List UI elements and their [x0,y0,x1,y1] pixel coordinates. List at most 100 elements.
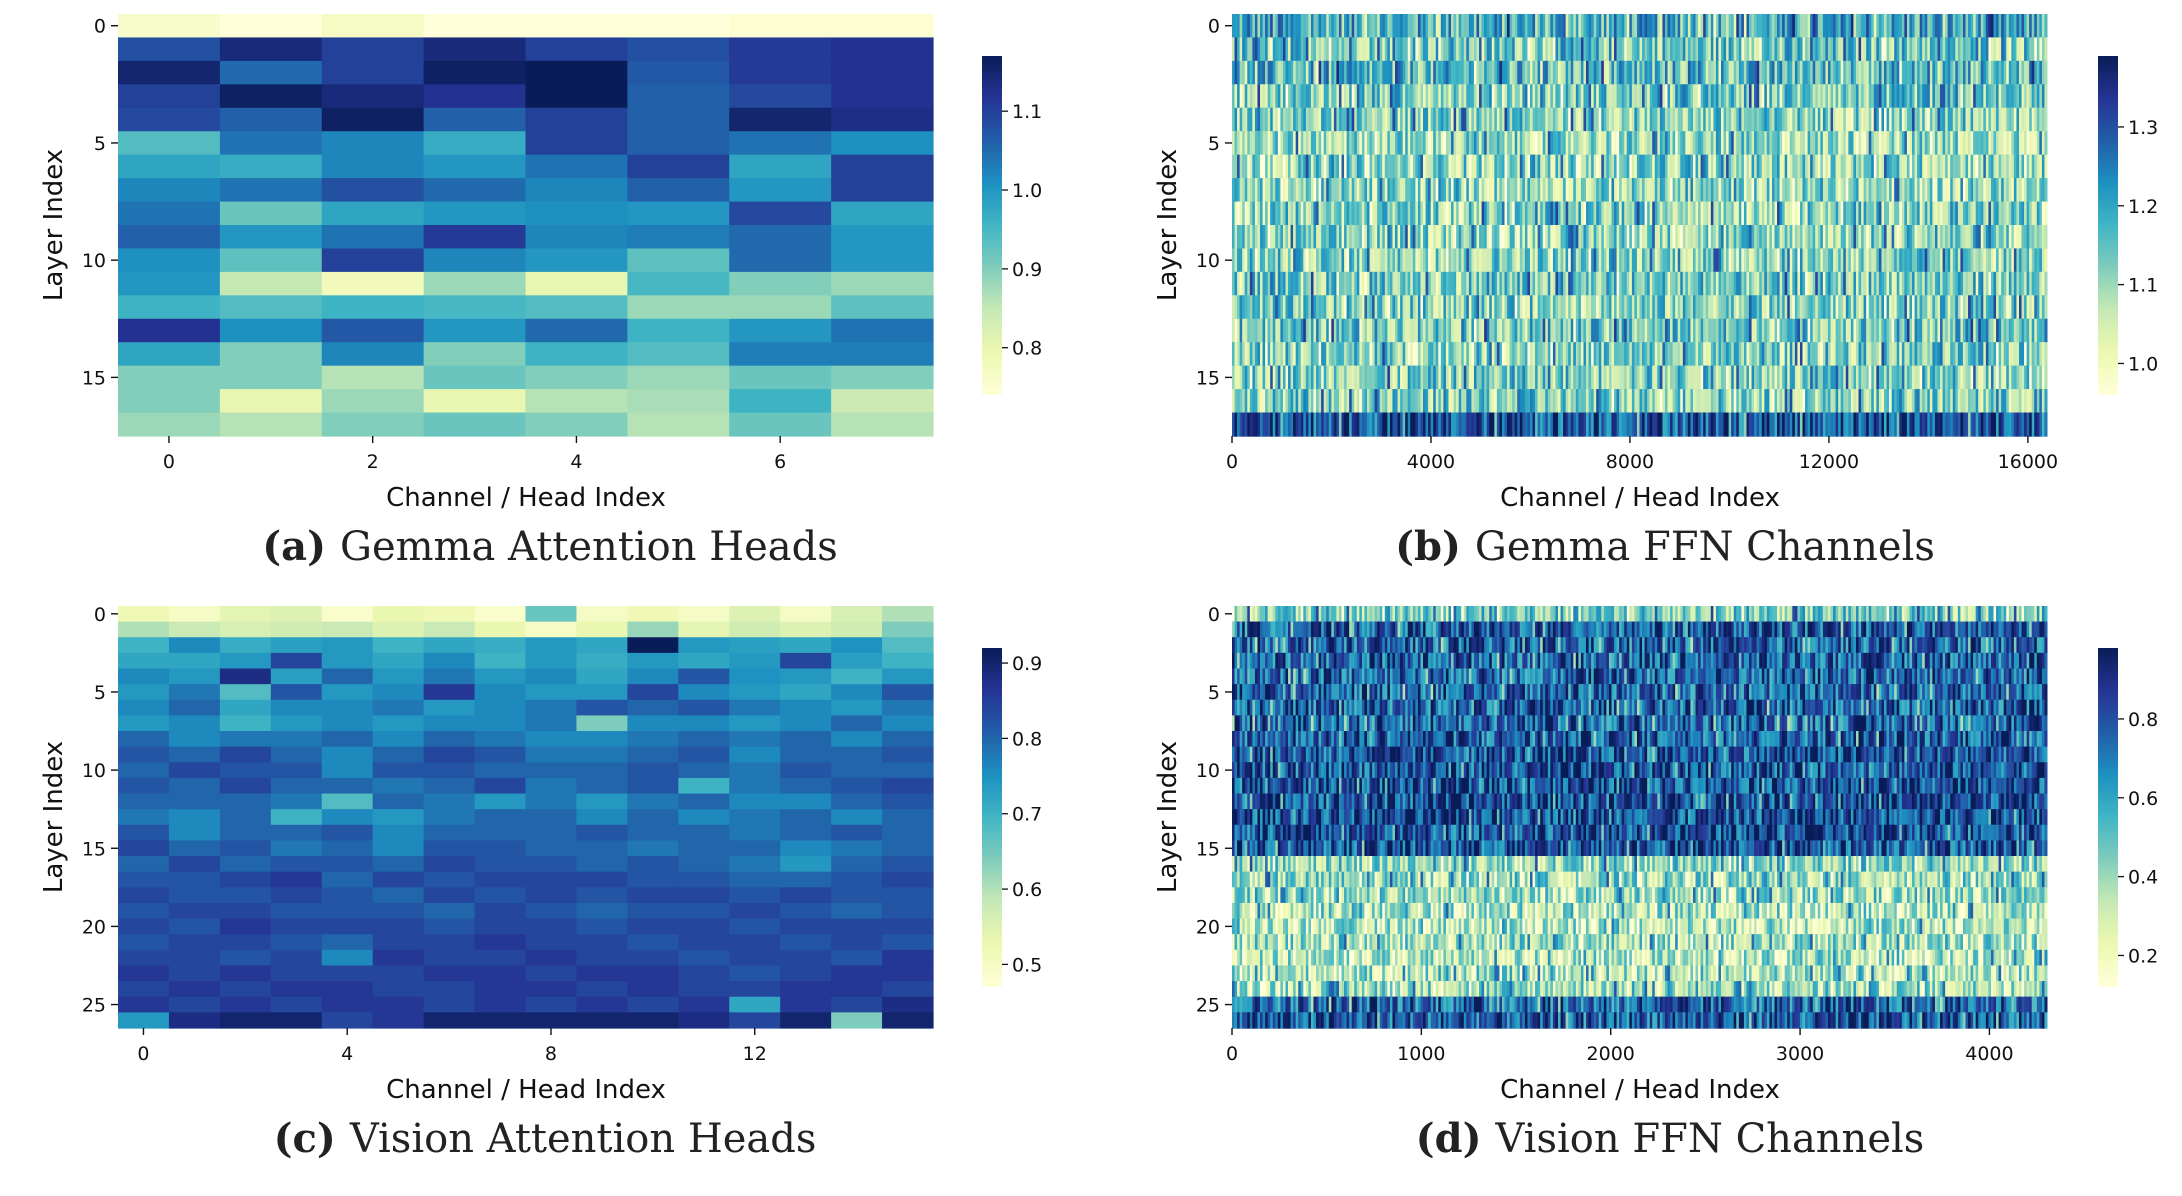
heatmap-stripe [1687,131,1691,156]
heatmap-stripe [1397,225,1401,250]
heatmap-stripe [1850,60,1854,85]
heatmap-stripe [1537,14,1541,39]
heatmap-stripe [1713,14,1717,39]
heatmap-stripe [1578,225,1582,250]
heatmap-stripe [1234,201,1238,226]
heatmap-stripe [1451,84,1455,109]
heatmap-stripe [1807,201,1811,226]
heatmap-stripe [1323,295,1327,320]
heatmap-stripe [1341,131,1345,156]
heatmap-stripe [1937,131,1941,156]
heatmap-stripe [1603,248,1607,273]
heatmap-stripe [1990,131,1995,156]
heatmap-stripe [1914,271,1918,296]
heatmap-stripe [1321,37,1325,62]
heatmap-stripe [1425,225,1429,250]
heatmap-stripe [2029,107,2033,132]
heatmap-stripe [1863,107,1867,132]
heatmap-stripe [2008,342,2012,367]
heatmap-stripe [1988,295,1992,320]
heatmap-stripe [1858,84,1862,109]
heatmap-stripe [1644,84,1648,109]
heatmap-stripe [1471,84,1475,109]
heatmap-stripe [1756,60,1760,85]
heatmap-stripe [1621,342,1625,367]
heatmap-stripe [1282,271,1286,296]
heatmap-stripe [1563,107,1567,132]
heatmap-stripe [1975,154,1979,179]
heatmap-stripe [1710,225,1714,250]
heatmap-stripe [1909,342,1913,367]
heatmap-stripe [1338,131,1343,156]
heatmap-stripe [1540,154,1544,179]
heatmap-stripe [1909,14,1913,39]
heatmap-stripe [1924,342,1928,367]
heatmap-stripe [1265,342,1269,367]
heatmap-stripe [1792,271,1796,296]
heatmap-stripe [1333,131,1337,156]
heatmap-stripe [1285,37,1289,62]
heatmap-stripe [1512,271,1516,296]
heatmap-stripe [1260,60,1264,85]
heatmap-stripe [1700,154,1704,179]
heatmap-stripe [1934,178,1938,203]
heatmap-stripe [1876,60,1880,85]
heatmap-stripe [1603,201,1607,226]
heatmap-stripe [1647,131,1651,156]
heatmap-stripe [1855,271,1860,296]
heatmap-stripe [1845,225,1849,250]
heatmap-stripe [1280,295,1284,320]
heatmap-stripe [1827,271,1832,296]
heatmap-stripe [1249,225,1253,250]
heatmap-stripe [1779,225,1783,250]
heatmap-stripe [1232,342,1236,367]
heatmap-stripe [1664,248,1669,273]
heatmap-stripe [1242,201,1246,226]
heatmap-stripe [1749,107,1753,132]
heatmap-stripe [1805,178,1809,203]
heatmap-stripe [1662,342,1666,367]
heatmap-stripe [1583,37,1587,62]
heatmap-stripe [1565,342,1569,367]
heatmap-stripe [1703,14,1707,39]
heatmap-stripe [1838,225,1842,250]
heatmap-stripe [1621,84,1625,109]
heatmap-stripe [1726,37,1730,62]
heatmap-stripe [1435,84,1439,109]
heatmap-stripe [1873,201,1877,226]
heatmap-stripe [1382,271,1386,296]
heatmap-stripe [1560,178,1564,203]
heatmap-stripe [1242,154,1246,179]
heatmap-stripe [1830,131,1834,156]
heatmap-stripe [1797,154,1801,179]
heatmap-stripe [1726,342,1730,367]
heatmap-stripe [1453,295,1457,320]
heatmap-stripe [1542,225,1546,250]
heatmap-stripe [1451,201,1455,226]
heatmap-stripe [2039,60,2043,85]
heatmap-stripe [1603,84,1607,109]
heatmap-stripe [1366,84,1371,109]
heatmap-stripe [1407,201,1411,226]
heatmap-stripe [1456,318,1460,343]
heatmap-stripe [1479,201,1483,226]
heatmap-stripe [1415,14,1419,39]
heatmap-stripe [1843,248,1847,273]
heatmap-stripe [1405,14,1409,39]
heatmap-stripe [1524,14,1528,39]
heatmap-stripe [1458,318,1462,343]
heatmap-stripe [1400,248,1404,273]
heatmap-stripe [1366,271,1371,296]
heatmap-stripe [1341,37,1345,62]
heatmap-stripe [1234,342,1238,367]
heatmap-stripe [1968,225,1972,250]
heatmap-stripe [1282,154,1286,179]
heatmap-stripe [1792,37,1796,62]
heatmap-stripe [1606,60,1610,85]
heatmap-stripe [1861,225,1865,250]
heatmap-stripe [1733,60,1737,85]
heatmap-stripe [1593,154,1597,179]
heatmap-stripe [1524,201,1528,226]
heatmap-stripe [1891,295,1895,320]
heatmap-cell [219,154,323,179]
